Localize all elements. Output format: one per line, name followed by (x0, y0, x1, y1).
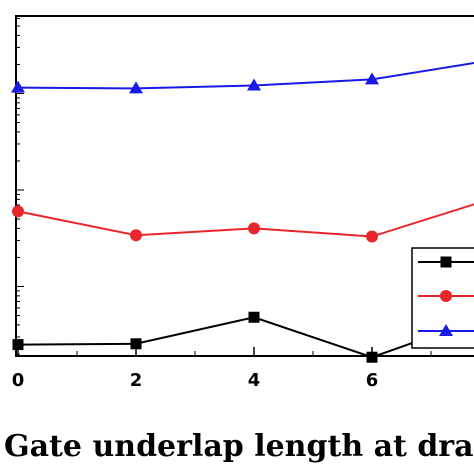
legend-marker (439, 324, 453, 336)
data-point (130, 229, 142, 242)
y-axis-minor-ticks (16, 17, 24, 355)
data-point (12, 205, 24, 218)
data-point (12, 339, 24, 351)
data-point (366, 351, 378, 363)
series-line (17, 316, 474, 359)
data-point (248, 311, 260, 323)
x-tick-label: 6 (366, 370, 379, 391)
x-axis-ticks: 0 2 4 6 (12, 347, 432, 391)
series-circle (12, 203, 474, 243)
series-line (17, 203, 474, 238)
plot-frame (15, 15, 474, 357)
data-point (130, 338, 142, 350)
legend-marker (440, 256, 452, 268)
data-point (248, 222, 260, 235)
x-tick-label: 4 (248, 370, 261, 391)
legend (411, 247, 474, 349)
data-point (247, 78, 261, 91)
data-point (366, 230, 378, 243)
x-tick-label: 0 (12, 370, 25, 391)
series-square (12, 311, 474, 363)
series-triangle (11, 62, 474, 94)
x-tick-label: 2 (130, 370, 143, 391)
data-point (129, 81, 143, 94)
legend-marker (440, 290, 452, 302)
data-point (11, 80, 25, 93)
x-axis-label: Gate underlap length at drain s (4, 429, 474, 464)
series-layer (11, 62, 474, 363)
data-point (365, 72, 379, 85)
series-line (17, 62, 474, 90)
